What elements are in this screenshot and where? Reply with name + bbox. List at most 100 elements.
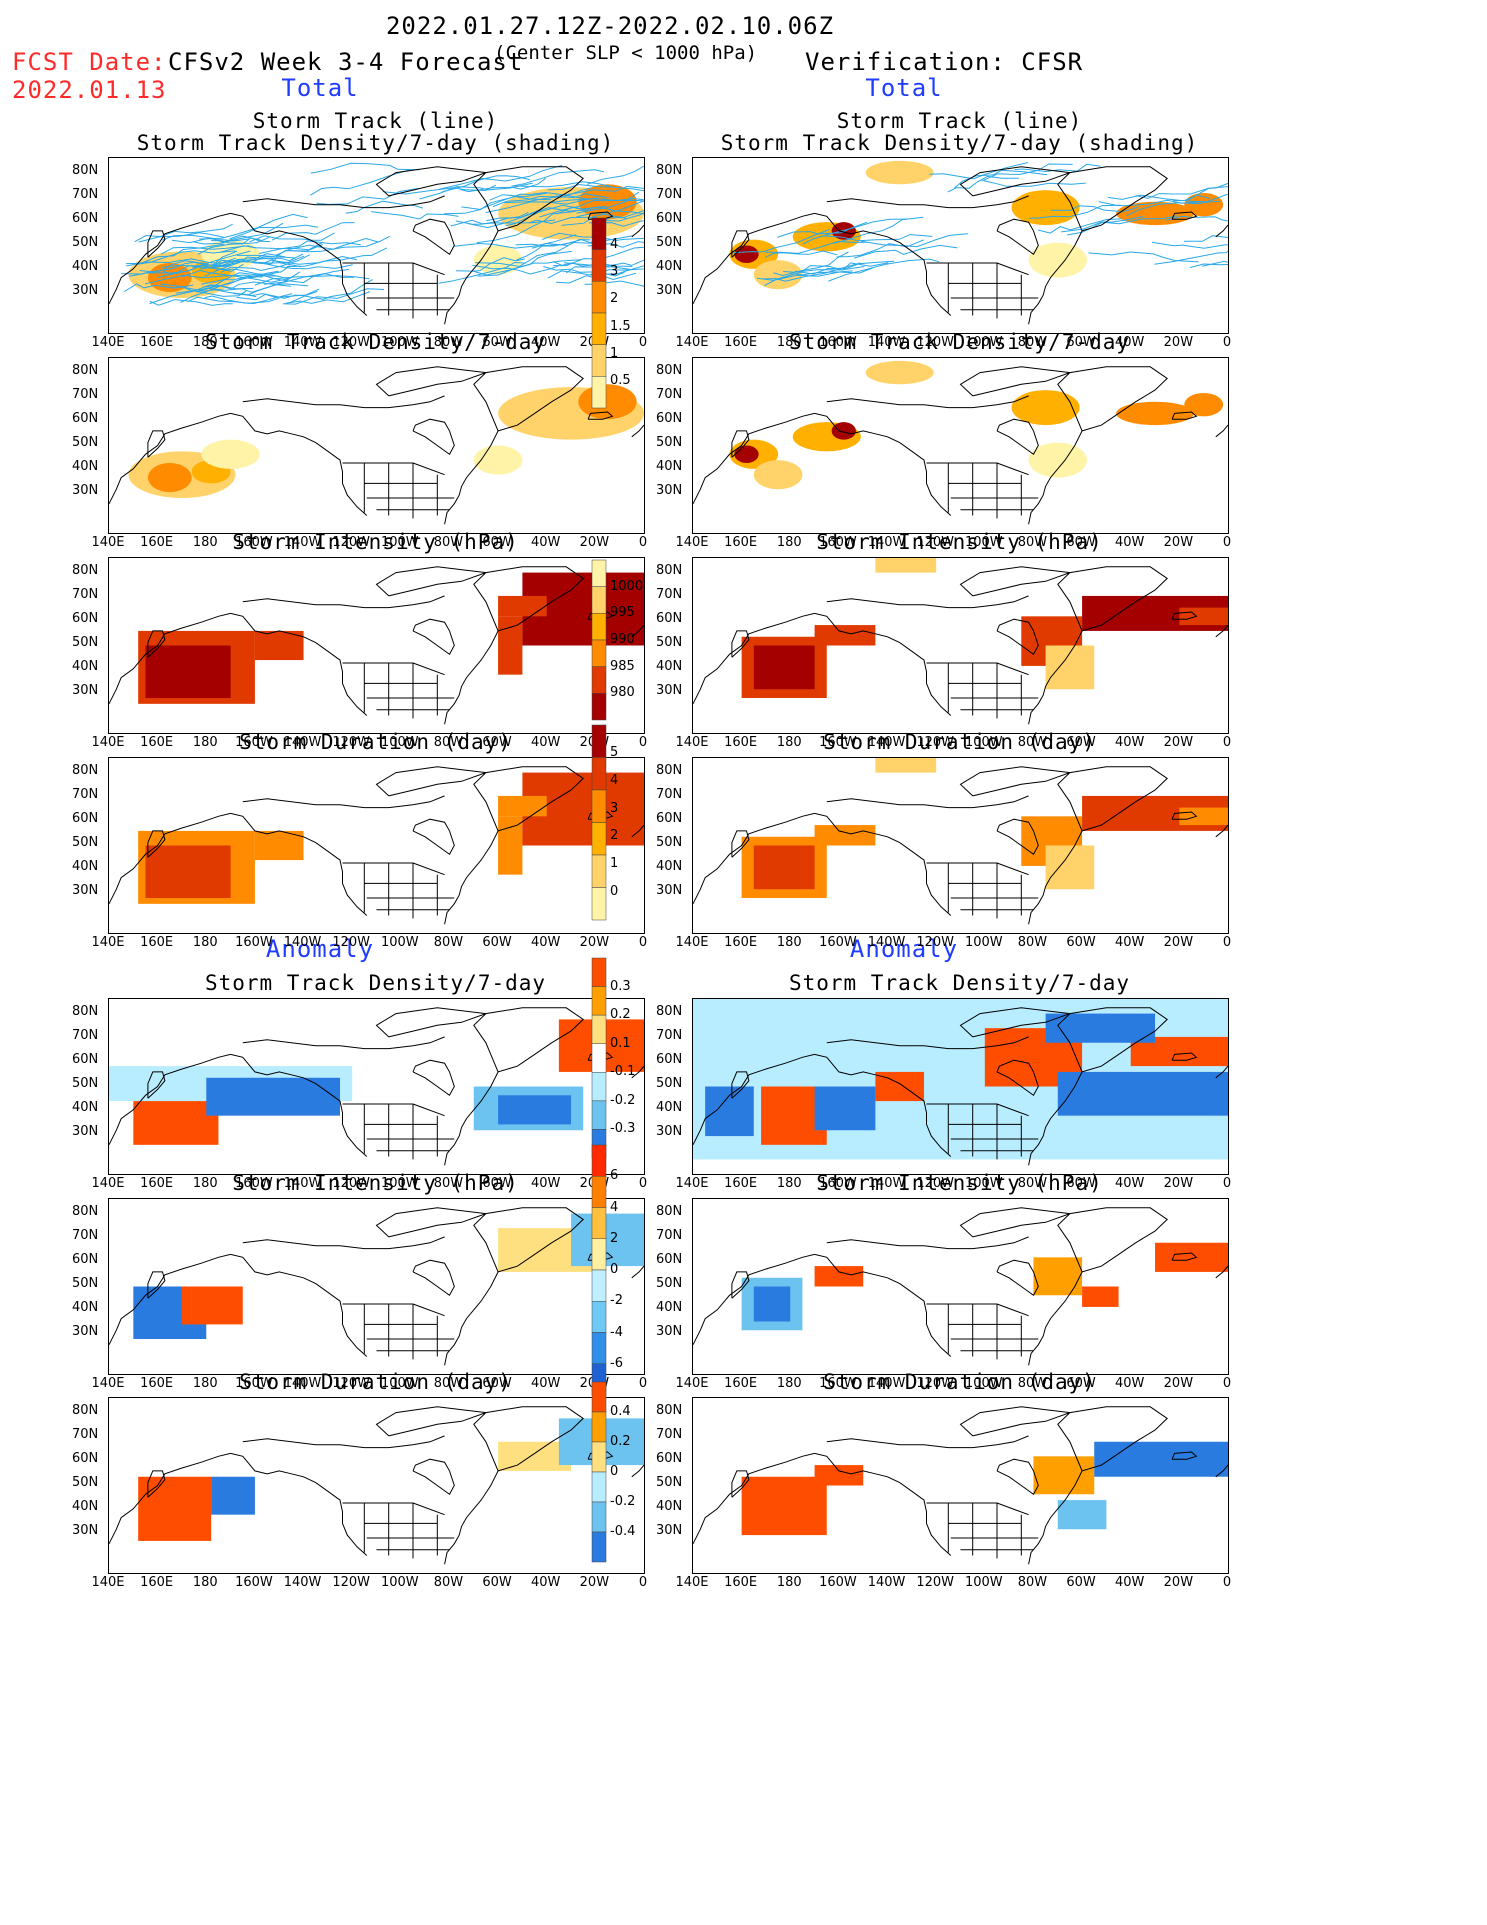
colorbar-duration_anom <box>591 1381 607 1563</box>
lat-tick-label: 30N <box>72 283 99 298</box>
panel-title: Storm Duration (day) <box>823 1370 1096 1394</box>
grid-cell-block <box>875 758 937 773</box>
lon-tick-label: 160E <box>724 1575 758 1590</box>
lon-tick-label: 120W <box>332 1575 370 1590</box>
panel-title: Storm Track (line) <box>252 109 499 133</box>
coastline <box>412 1502 445 1516</box>
coastline <box>631 1065 644 1079</box>
lon-tick-label: 140E <box>675 335 709 350</box>
lat-tick-label: 30N <box>656 1124 683 1139</box>
grid-cell-block <box>206 1077 341 1116</box>
colorbar-label: 3 <box>610 800 619 816</box>
coastline <box>375 1007 487 1038</box>
lon-tick-label: 40W <box>531 335 561 350</box>
coastline <box>242 1036 445 1050</box>
coastline <box>242 595 445 609</box>
map-canvas <box>693 160 1228 325</box>
coastline <box>412 1059 455 1097</box>
lon-tick-label: 80W <box>433 735 464 750</box>
storm-track-line <box>565 265 644 274</box>
coastline <box>375 566 487 597</box>
colorbar-swatch <box>591 376 607 409</box>
storm-track-line <box>823 234 933 242</box>
storm-track-line <box>1154 250 1228 265</box>
lon-tick-label: 40W <box>531 1176 561 1191</box>
colorbar-swatch <box>591 1501 607 1533</box>
lon-tick-label: 160W <box>819 935 857 950</box>
lon-tick-label: 60W <box>1066 535 1096 550</box>
coastline <box>731 230 750 258</box>
lat-tick-label: 70N <box>72 387 99 402</box>
coastline <box>1171 1052 1198 1061</box>
grid-cell-block <box>814 1465 864 1486</box>
storm-track-line <box>126 257 237 267</box>
lat-tick-label: 70N <box>72 1228 99 1243</box>
lon-tick-label: 0 <box>1222 735 1232 750</box>
lon-tick-label: 0 <box>638 1176 648 1191</box>
colorbar-label: 0.3 <box>610 978 631 994</box>
storm-track-line <box>587 241 644 248</box>
colorbar-label: -4 <box>610 1324 623 1340</box>
storm-track-line <box>144 274 263 285</box>
colorbar-swatch <box>591 1381 607 1413</box>
coastline <box>412 662 445 676</box>
coastline <box>375 1406 487 1437</box>
storm-track-line <box>220 254 311 273</box>
coastline <box>1028 630 1083 725</box>
shading-blob <box>201 439 260 469</box>
panel-title: Storm Duration (day) <box>823 730 1096 754</box>
storm-track-line <box>731 228 830 254</box>
lat-tick-label: 50N <box>72 1475 99 1490</box>
lon-tick-label: 20W <box>579 535 610 550</box>
colorbar-swatch <box>591 249 607 282</box>
grid-cell-block <box>1045 1013 1156 1043</box>
colorbar-label: -2 <box>610 1293 623 1309</box>
coastline <box>731 430 750 458</box>
coastline <box>693 412 815 505</box>
coastline <box>147 830 166 858</box>
map-panel <box>108 1198 645 1375</box>
lon-tick-label: 120W <box>332 735 370 750</box>
grid-cell-block <box>498 1095 572 1125</box>
coastline <box>731 1071 750 1099</box>
lat-tick-label: 60N <box>72 811 99 826</box>
lon-tick-label: 120W <box>916 535 954 550</box>
storm-track-line <box>461 191 548 210</box>
storm-track-line <box>1051 205 1139 213</box>
lat-tick-label: 50N <box>656 1276 683 1291</box>
coastline <box>412 418 455 456</box>
lat-tick-label: 60N <box>72 1451 99 1466</box>
coastline <box>109 1053 231 1146</box>
colorbar-label: 0.5 <box>610 372 631 388</box>
lon-tick-label: 20W <box>1163 535 1194 550</box>
lat-tick-label: 70N <box>72 1427 99 1442</box>
grid-cell-block <box>498 816 523 875</box>
lat-tick-label: 80N <box>656 363 683 378</box>
lon-tick-label: 140W <box>283 735 322 750</box>
lon-tick-label: 60W <box>482 1176 512 1191</box>
map-panel <box>108 757 645 934</box>
shading-blob <box>831 222 856 240</box>
colorbar-swatch <box>591 1332 607 1364</box>
lat-tick-label: 40N <box>72 1300 99 1315</box>
lon-tick-label: 160E <box>140 535 174 550</box>
panel-title: Storm Track Density/7-day (shading) <box>136 131 615 155</box>
colorbar-label: 1 <box>610 856 619 872</box>
storm-track-line <box>275 237 378 256</box>
coastline <box>693 212 815 305</box>
map-canvas <box>109 162 644 325</box>
lat-tick-label: 30N <box>72 1324 99 1339</box>
grid-cell-block <box>138 1476 212 1541</box>
lat-tick-label: 30N <box>72 883 99 898</box>
storm-track-line <box>289 279 373 304</box>
lon-tick-label: 0 <box>1222 335 1232 350</box>
lon-tick-label: 60W <box>482 1376 512 1391</box>
storm-track-line <box>204 253 286 269</box>
lat-tick-label: 50N <box>656 1076 683 1091</box>
coastline <box>996 1502 1029 1516</box>
lon-tick-label: 140E <box>91 1176 125 1191</box>
storm-track-line <box>1189 263 1228 268</box>
lon-tick-label: 20W <box>1163 1376 1194 1391</box>
lat-tick-label: 60N <box>656 1451 683 1466</box>
colorbar-label: 0.4 <box>610 1404 631 1419</box>
